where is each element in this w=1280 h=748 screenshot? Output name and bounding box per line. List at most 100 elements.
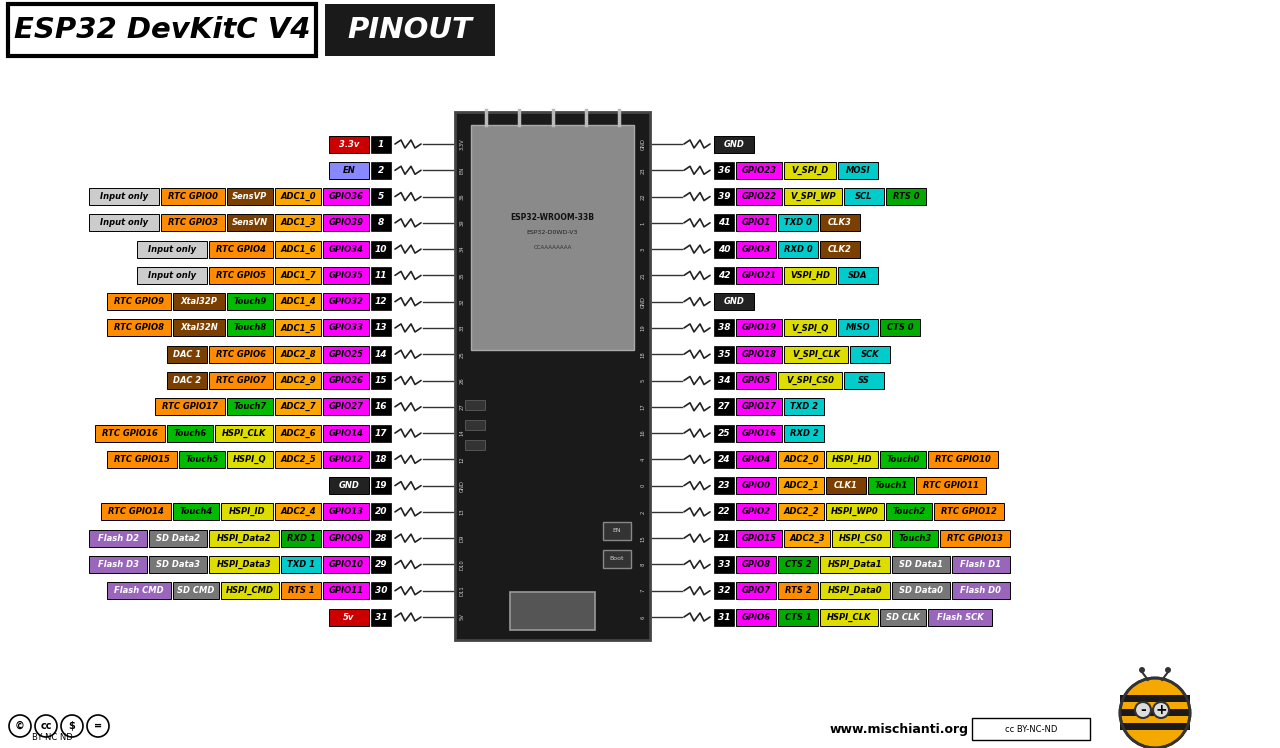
Text: SD Data0: SD Data0 [899,586,943,595]
Text: RTS 2: RTS 2 [785,586,812,595]
Text: Touch6: Touch6 [173,429,206,438]
FancyBboxPatch shape [323,241,369,257]
Text: RXD 1: RXD 1 [287,533,315,542]
Text: 18: 18 [375,455,388,464]
FancyBboxPatch shape [736,609,776,625]
FancyBboxPatch shape [783,267,836,284]
Text: GPIO15: GPIO15 [741,533,777,542]
Text: 41: 41 [718,218,731,227]
FancyBboxPatch shape [221,582,279,599]
Text: RTC GPIO12: RTC GPIO12 [941,507,997,516]
Text: ©: © [15,721,24,731]
FancyBboxPatch shape [323,582,369,599]
Text: RTS 1: RTS 1 [288,586,315,595]
Text: 8: 8 [378,218,384,227]
FancyBboxPatch shape [371,135,390,153]
Text: RTC GPIO5: RTC GPIO5 [216,271,266,280]
Text: GPIO21: GPIO21 [741,271,777,280]
Text: 23: 23 [718,481,731,490]
Text: Xtal32P: Xtal32P [180,297,218,306]
FancyBboxPatch shape [282,556,321,573]
Text: Input only: Input only [148,271,196,280]
Text: RXD 2: RXD 2 [790,429,818,438]
FancyBboxPatch shape [371,477,390,494]
Text: 1: 1 [640,221,645,224]
Text: 17: 17 [640,403,645,410]
Text: GPIO12: GPIO12 [329,455,364,464]
FancyBboxPatch shape [227,293,273,310]
FancyBboxPatch shape [778,215,818,231]
FancyBboxPatch shape [714,398,733,415]
Text: GPIO39: GPIO39 [329,218,364,227]
FancyBboxPatch shape [371,372,390,389]
FancyBboxPatch shape [323,556,369,573]
FancyBboxPatch shape [275,346,321,363]
Text: RXD 0: RXD 0 [783,245,813,254]
FancyBboxPatch shape [227,319,273,337]
Text: Flash SCK: Flash SCK [937,613,983,622]
FancyBboxPatch shape [783,188,842,205]
FancyBboxPatch shape [1120,723,1190,730]
FancyBboxPatch shape [736,582,776,599]
FancyBboxPatch shape [916,477,986,494]
FancyBboxPatch shape [173,293,225,310]
Text: ADC1_0: ADC1_0 [280,192,316,201]
Text: ESP32 DevKitC V4: ESP32 DevKitC V4 [14,16,310,44]
Text: SD Data1: SD Data1 [899,560,943,569]
FancyBboxPatch shape [826,451,878,468]
Text: 25: 25 [460,351,465,358]
Text: HSPI_Data3: HSPI_Data3 [216,560,271,569]
Text: ADC1_7: ADC1_7 [280,271,316,280]
FancyBboxPatch shape [90,530,147,547]
Text: RTC GPIO15: RTC GPIO15 [114,455,170,464]
FancyBboxPatch shape [778,451,824,468]
Text: -: - [1140,703,1146,717]
FancyBboxPatch shape [736,346,782,363]
Text: 42: 42 [718,271,731,280]
Text: +: + [1155,703,1167,717]
Circle shape [1135,702,1151,718]
Text: GPIO16: GPIO16 [741,429,777,438]
Text: Flash D2: Flash D2 [97,533,138,542]
Text: 34: 34 [718,376,731,385]
Text: GPIO19: GPIO19 [741,323,777,332]
FancyBboxPatch shape [868,477,914,494]
Text: VSPI_HD: VSPI_HD [790,271,829,280]
Text: 0: 0 [640,484,645,487]
Text: 25: 25 [718,429,731,438]
Text: CTS 1: CTS 1 [785,613,812,622]
Text: Touch8: Touch8 [233,323,266,332]
Text: GPIO6: GPIO6 [741,613,771,622]
Text: SD Data3: SD Data3 [156,560,200,569]
FancyBboxPatch shape [714,503,733,521]
Text: GND: GND [723,139,745,149]
Text: Touch0: Touch0 [886,455,919,464]
Text: HSPI_WP0: HSPI_WP0 [831,507,879,516]
FancyBboxPatch shape [173,319,225,337]
Text: HSPI_Q: HSPI_Q [233,455,266,464]
Text: GPIO2: GPIO2 [741,507,771,516]
FancyBboxPatch shape [820,215,860,231]
Text: RTC GPIO0: RTC GPIO0 [168,192,218,201]
FancyBboxPatch shape [323,188,369,205]
Text: 27: 27 [718,402,731,411]
Circle shape [35,715,58,737]
FancyBboxPatch shape [108,451,177,468]
FancyBboxPatch shape [603,550,631,568]
Text: GND: GND [640,295,645,307]
Text: 32: 32 [718,586,731,595]
FancyBboxPatch shape [173,582,219,599]
FancyBboxPatch shape [323,425,369,441]
Text: Touch9: Touch9 [233,297,266,306]
Text: RTC GPIO16: RTC GPIO16 [102,429,157,438]
FancyBboxPatch shape [108,582,172,599]
FancyBboxPatch shape [783,530,829,547]
Circle shape [87,715,109,737]
FancyBboxPatch shape [714,425,733,441]
FancyBboxPatch shape [736,215,776,231]
FancyBboxPatch shape [778,609,818,625]
FancyBboxPatch shape [323,530,369,547]
FancyBboxPatch shape [275,188,321,205]
FancyBboxPatch shape [371,346,390,363]
Text: V_SPI_CS0: V_SPI_CS0 [786,376,835,385]
